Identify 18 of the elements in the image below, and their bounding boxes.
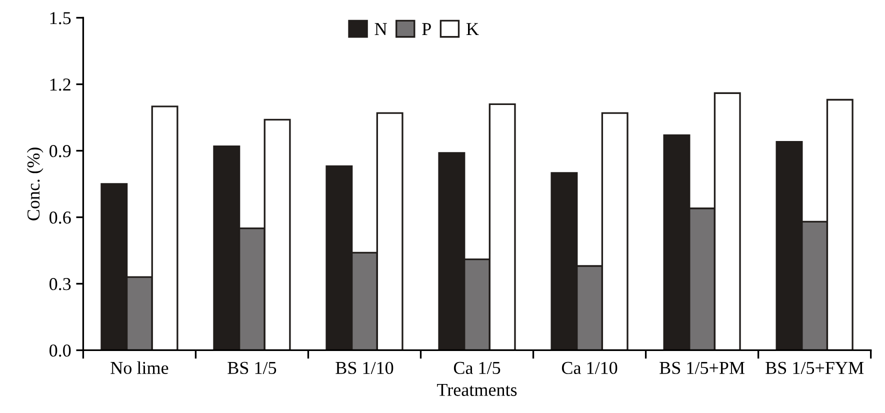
x-tick-label: No lime (110, 361, 168, 374)
y-tick-label: 0.6 (50, 211, 71, 224)
y-tick-label: 0.9 (50, 145, 71, 158)
x-tick-label: BS 1/5 (228, 362, 276, 374)
x-axis-title: Treatments (437, 384, 517, 396)
x-tick-label: Ca 1/10 (562, 362, 618, 374)
x-tick-label: BS 1/5+PM (660, 362, 745, 374)
y-tick-label: 0.0 (50, 344, 71, 357)
y-axis-title: Conc. (%) (26, 148, 44, 220)
y-tick-label: 1.5 (50, 12, 71, 24)
x-tick-label: BS 1/10 (336, 362, 394, 374)
y-tick-label: 0.3 (50, 278, 71, 290)
x-tick-label: BS 1/5+FYM (766, 362, 864, 374)
y-tick-label: 1.2 (50, 78, 70, 91)
legend-label: K (466, 23, 479, 35)
legend-label: P (422, 23, 431, 35)
x-tick-label: Ca 1/5 (454, 362, 500, 374)
legend-label: N (374, 23, 387, 35)
